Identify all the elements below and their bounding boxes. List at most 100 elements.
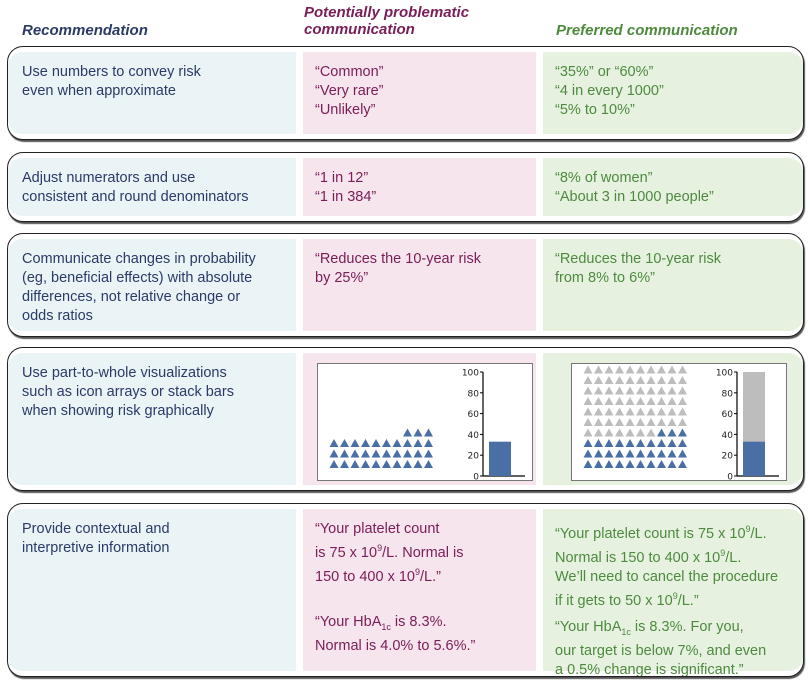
icon-unaffected bbox=[657, 386, 666, 395]
text: We’ll need to cancel the procedure bbox=[555, 568, 779, 585]
problematic-cell: “Common” “Very rare” “Unlikely” bbox=[303, 52, 536, 134]
icon-affected bbox=[392, 439, 402, 447]
t: Normal is 150 to 400 x 10 bbox=[555, 549, 721, 566]
text: Provide contextual and bbox=[22, 521, 170, 537]
icon-unaffected bbox=[667, 397, 677, 405]
icon-affected bbox=[350, 449, 360, 458]
t: if it gets to 50 x 10 bbox=[555, 592, 673, 609]
text: odds ratios bbox=[22, 308, 93, 324]
icon-unaffected bbox=[678, 386, 687, 395]
text: interpretive information bbox=[22, 540, 170, 556]
icon-affected bbox=[371, 439, 381, 447]
text: “5% to 10%” bbox=[555, 102, 635, 118]
icon-affected bbox=[424, 439, 433, 447]
header-problematic-line2: communication bbox=[304, 21, 415, 38]
icon-unaffected bbox=[615, 365, 624, 374]
icon-affected bbox=[657, 428, 666, 437]
icon-affected bbox=[646, 449, 656, 458]
icon-unaffected bbox=[583, 365, 593, 374]
icon-unaffected bbox=[583, 386, 593, 395]
y-tick-label: 60 bbox=[722, 410, 734, 420]
text: “4 in every 1000” bbox=[555, 83, 664, 99]
header-problematic-line1: Potentially problematic bbox=[304, 4, 470, 21]
icon-unaffected bbox=[625, 428, 635, 437]
y-tick-label: 80 bbox=[468, 389, 480, 399]
t: 9 bbox=[745, 524, 751, 534]
icon-unaffected bbox=[667, 418, 677, 426]
t: “Your platelet count is 75 x 10 bbox=[555, 525, 746, 542]
icon-affected bbox=[403, 460, 412, 468]
icon-affected bbox=[329, 449, 339, 458]
icon-unaffected bbox=[678, 365, 687, 374]
rec-cell: Communicate changes in probability (eg, b… bbox=[8, 239, 296, 331]
icon-unaffected bbox=[636, 397, 645, 405]
icon-affected bbox=[678, 460, 687, 468]
icon-affected bbox=[604, 449, 614, 458]
t: /L.” bbox=[420, 568, 441, 585]
icon-affected bbox=[678, 439, 687, 447]
icon-unaffected bbox=[636, 365, 645, 374]
icon-unaffected bbox=[583, 418, 593, 426]
icon-affected bbox=[392, 460, 402, 468]
t: /L. bbox=[725, 549, 742, 566]
icon-unaffected bbox=[583, 407, 593, 416]
icon-affected bbox=[403, 449, 412, 458]
problematic-cell: “Reduces the 10-year risk by 25%” bbox=[303, 239, 536, 331]
icon-affected bbox=[667, 460, 677, 468]
icon-affected bbox=[371, 460, 381, 468]
problematic-cell: “1 in 12” “1 in 384” bbox=[303, 158, 536, 216]
text: Use numbers to convey risk bbox=[22, 64, 201, 80]
rec-cell: Use part-to-whole visualizations such as … bbox=[8, 353, 296, 485]
icon-unaffected bbox=[615, 418, 624, 426]
icon-unaffected bbox=[594, 386, 603, 395]
text: “Reduces the 10-year risk bbox=[315, 251, 482, 267]
bar-affected bbox=[743, 441, 765, 476]
icon-affected bbox=[636, 449, 645, 458]
preferred-chart: 0 20 40 60 80 100 bbox=[571, 363, 787, 483]
text: “Very rare” bbox=[315, 83, 384, 99]
text: Normal is 150 to 400 x 109/L. bbox=[555, 544, 791, 568]
problematic-chart: 0 20 40 60 80 100 bbox=[317, 363, 533, 483]
icon-affected bbox=[361, 449, 370, 458]
icon-affected bbox=[583, 460, 593, 468]
icon-affected bbox=[667, 428, 677, 437]
icon-unaffected bbox=[636, 407, 645, 416]
t: is 8.3%. bbox=[390, 613, 447, 630]
icon-affected bbox=[583, 449, 593, 458]
y-tick-label: 0 bbox=[473, 473, 479, 483]
rec-cell: Adjust numerators and use consistent and … bbox=[8, 158, 296, 216]
icon-affected bbox=[403, 439, 412, 447]
icon-unaffected bbox=[604, 418, 614, 426]
icon-affected bbox=[413, 460, 423, 468]
icon-affected bbox=[361, 439, 370, 447]
icon-affected bbox=[340, 449, 349, 458]
icon-unaffected bbox=[646, 428, 656, 437]
y-tick-label: 0 bbox=[727, 473, 733, 483]
header-problematic: Potentially problematic communication bbox=[304, 4, 469, 38]
icon-affected bbox=[350, 439, 360, 447]
icon-affected bbox=[361, 460, 370, 468]
row-contextual: Provide contextual and interpretive infor… bbox=[7, 503, 804, 677]
icon-unaffected bbox=[667, 365, 677, 374]
t: 9 bbox=[377, 543, 383, 553]
icon-affected bbox=[646, 439, 656, 447]
text: “Your platelet count bbox=[315, 521, 440, 537]
t: 1c bbox=[381, 621, 391, 632]
icon-unaffected bbox=[604, 407, 614, 416]
text: “About 3 in 1000 people” bbox=[555, 189, 714, 205]
icon-affected bbox=[604, 439, 614, 447]
text: consistent and round denominators bbox=[22, 189, 249, 205]
icon-affected bbox=[392, 449, 402, 458]
icon-unaffected bbox=[646, 386, 656, 395]
t: 9 bbox=[414, 566, 420, 577]
icon-affected bbox=[615, 460, 624, 468]
preferred-cell: 0 20 40 60 80 100 bbox=[543, 353, 803, 485]
icon-unaffected bbox=[583, 397, 593, 405]
icon-unaffected bbox=[625, 407, 635, 416]
problematic-chart-svg: 0 20 40 60 80 100 bbox=[329, 369, 525, 483]
t: “Your HbA bbox=[555, 619, 622, 636]
icon-unaffected bbox=[583, 428, 593, 437]
y-tick-label: 40 bbox=[468, 431, 480, 441]
icon-affected bbox=[403, 428, 412, 437]
header-recommendation: Recommendation bbox=[22, 22, 148, 39]
